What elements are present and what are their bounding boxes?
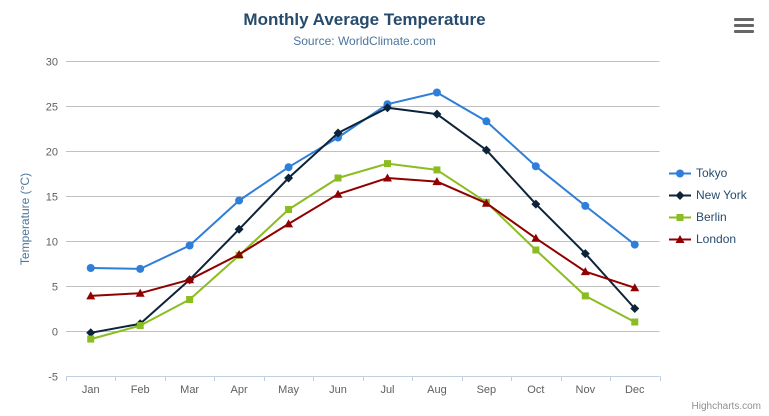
y-axis-label: 25 [46, 102, 58, 114]
legend-item-new-york[interactable]: New York [669, 187, 747, 203]
data-point-berlin[interactable] [334, 174, 342, 182]
data-point-berlin[interactable] [285, 206, 293, 213]
data-point-tokyo[interactable] [630, 240, 639, 249]
x-axis-label: Nov [576, 384, 596, 396]
chart-subtitle: Source: WorldClimate.com [293, 34, 436, 48]
x-axis-label: Feb [131, 384, 150, 396]
legend-item-tokyo[interactable]: Tokyo [669, 165, 747, 181]
x-axis-label: Aug [427, 384, 447, 396]
y-axis-label: 30 [46, 57, 58, 69]
data-point-london[interactable] [630, 283, 640, 292]
data-point-tokyo[interactable] [531, 162, 540, 171]
y-axis-label: 0 [52, 327, 58, 339]
legend-marker-tokyo [669, 169, 691, 177]
data-point-berlin[interactable] [581, 292, 589, 300]
x-axis-label: Apr [231, 384, 248, 396]
chart-title: Monthly Average Temperature [243, 10, 486, 29]
data-point-london[interactable] [333, 189, 343, 198]
data-point-london[interactable] [531, 233, 541, 242]
data-point-berlin[interactable] [136, 322, 144, 330]
x-axis-label: Oct [527, 384, 544, 396]
data-point-london[interactable] [432, 177, 442, 186]
legend-label-tokyo: Tokyo [696, 166, 728, 180]
data-point-berlin[interactable] [87, 335, 95, 343]
legend-label-new-york: New York [696, 188, 747, 202]
data-point-tokyo[interactable] [136, 264, 145, 273]
data-point-tokyo[interactable] [581, 201, 590, 210]
credits-link[interactable]: Highcharts.com [691, 401, 761, 412]
x-axis-label: May [278, 384, 299, 396]
data-point-berlin[interactable] [532, 246, 540, 254]
data-point-new-york[interactable] [481, 145, 491, 155]
legend-item-berlin[interactable]: Berlin [669, 209, 747, 225]
x-axis-label: Mar [180, 384, 199, 396]
legend-label-berlin: Berlin [696, 210, 727, 224]
y-axis-label: -5 [48, 372, 58, 384]
data-point-tokyo[interactable] [86, 264, 95, 272]
data-point-london[interactable] [382, 173, 392, 182]
data-point-london[interactable] [86, 291, 96, 300]
data-point-berlin[interactable] [383, 160, 391, 168]
legend-marker-london [669, 234, 691, 243]
data-point-berlin[interactable] [631, 318, 639, 326]
series-line-berlin [89, 162, 636, 341]
x-axis-label: Jun [329, 384, 347, 396]
y-axis-label: 20 [46, 147, 58, 159]
y-axis-label: 5 [52, 282, 58, 294]
data-point-new-york[interactable] [531, 199, 541, 209]
x-axis-label: Sep [477, 384, 497, 396]
legend: Tokyo New York Berlin London [669, 165, 747, 253]
export-menu-button[interactable] [732, 15, 756, 37]
data-point-tokyo[interactable] [482, 117, 491, 126]
data-point-berlin[interactable] [186, 296, 194, 303]
hamburger-icon [734, 18, 754, 33]
data-point-london[interactable] [284, 219, 294, 228]
data-point-london[interactable] [135, 288, 145, 297]
data-point-new-york[interactable] [432, 109, 442, 119]
legend-item-london[interactable]: London [669, 231, 747, 247]
data-point-new-york[interactable] [86, 328, 96, 338]
data-point-tokyo[interactable] [235, 196, 244, 205]
x-axis-label: Jul [380, 384, 394, 396]
data-point-new-york[interactable] [630, 304, 640, 313]
y-axis-label: 10 [46, 237, 58, 249]
data-point-new-york[interactable] [382, 103, 392, 113]
data-point-tokyo[interactable] [284, 163, 293, 172]
data-point-new-york[interactable] [580, 249, 590, 259]
legend-marker-berlin [669, 213, 691, 221]
data-point-new-york[interactable] [333, 128, 343, 138]
series-line-new-york [89, 106, 636, 334]
data-point-london[interactable] [234, 250, 244, 258]
data-point-new-york[interactable] [284, 173, 294, 183]
series-line-london [89, 177, 636, 297]
y-axis-title: Temperature (°C) [18, 172, 32, 266]
y-axis-label: 15 [46, 192, 58, 204]
legend-label-london: London [696, 232, 737, 246]
series-line-tokyo [89, 91, 636, 270]
data-point-london[interactable] [481, 198, 491, 207]
data-point-tokyo[interactable] [185, 241, 194, 250]
data-point-berlin[interactable] [433, 166, 441, 174]
x-axis-label: Dec [625, 384, 645, 396]
x-axis-label: Jan [82, 384, 100, 396]
data-point-tokyo[interactable] [432, 88, 441, 97]
data-point-london[interactable] [580, 267, 590, 276]
legend-marker-new-york [669, 190, 691, 200]
data-point-new-york[interactable] [234, 224, 244, 234]
data-point-london[interactable] [185, 275, 195, 284]
